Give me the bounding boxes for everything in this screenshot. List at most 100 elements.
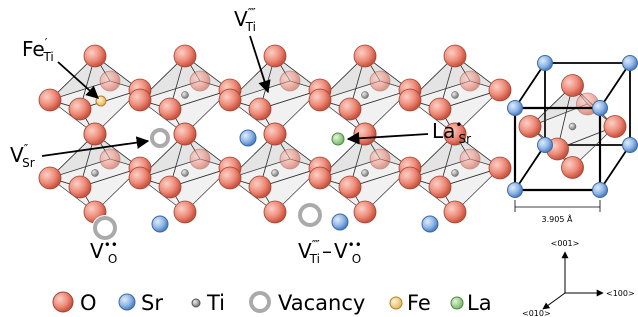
sup: •• bbox=[104, 238, 118, 252]
oxygen bbox=[69, 176, 91, 198]
axis-label: <010> bbox=[522, 309, 551, 317]
oxygen bbox=[604, 116, 626, 138]
oxygen bbox=[174, 201, 196, 223]
oxygen bbox=[264, 201, 286, 223]
oxygen bbox=[264, 45, 286, 67]
oxygen bbox=[219, 167, 241, 189]
oxygen bbox=[354, 45, 376, 67]
lanthanum bbox=[332, 133, 344, 145]
legend-label: Ti bbox=[206, 291, 225, 315]
oxygen bbox=[100, 71, 120, 91]
strontium bbox=[422, 216, 438, 232]
titanium bbox=[182, 170, 189, 177]
titanium bbox=[272, 170, 279, 177]
titanium bbox=[452, 92, 459, 99]
label-fe-ti: Fe′Ti bbox=[22, 36, 54, 64]
separator: – bbox=[322, 239, 332, 263]
diagram: Fe′Ti V⁗Ti V″Sr La•Sr V••O V⁗Ti–V••O O S… bbox=[0, 0, 638, 317]
oxygen bbox=[69, 98, 91, 120]
oxygen bbox=[429, 98, 451, 120]
sup: ″ bbox=[24, 142, 29, 156]
oxygen bbox=[129, 89, 151, 111]
sub: O bbox=[108, 252, 117, 266]
oxygen bbox=[159, 176, 181, 198]
oxygen bbox=[562, 157, 584, 179]
oxygen bbox=[562, 75, 584, 97]
lattice-parameter: 3.905 Å bbox=[542, 213, 573, 224]
label-v-sr: V″Sr bbox=[10, 142, 35, 170]
oxygen bbox=[460, 149, 480, 169]
cell-edge bbox=[515, 63, 545, 108]
sub: Ti bbox=[245, 20, 256, 34]
unit-cell bbox=[508, 56, 638, 198]
oxygen bbox=[444, 45, 466, 67]
oxygen bbox=[174, 45, 196, 67]
sup: ⁗ bbox=[312, 238, 320, 252]
titanium bbox=[362, 92, 369, 99]
sub: Ti bbox=[309, 252, 320, 266]
axis-arrow bbox=[543, 293, 565, 309]
cell-edge bbox=[515, 145, 545, 190]
strontium bbox=[593, 183, 608, 198]
oxygen bbox=[519, 116, 541, 138]
titanium bbox=[362, 170, 369, 177]
legend-swatch-la bbox=[451, 297, 463, 309]
legend: O Sr Ti Vacancy Fe La bbox=[53, 291, 492, 315]
oxygen bbox=[190, 71, 210, 91]
label-v-ti-v-o: V⁗Ti–V••O bbox=[298, 238, 362, 266]
sup: • bbox=[455, 118, 462, 132]
sup: •• bbox=[348, 238, 362, 252]
titanium bbox=[452, 170, 459, 177]
strontium bbox=[623, 138, 638, 153]
oxygen bbox=[84, 123, 106, 145]
sup: ′ bbox=[45, 36, 48, 50]
titanium bbox=[569, 123, 576, 130]
cell-edge bbox=[600, 145, 630, 190]
base: V bbox=[90, 239, 104, 263]
titanium bbox=[92, 170, 99, 177]
axes bbox=[543, 252, 603, 309]
oxygen bbox=[100, 149, 120, 169]
oxygen bbox=[280, 149, 300, 169]
oxygen bbox=[249, 98, 271, 120]
oxygen bbox=[399, 89, 421, 111]
oxygen bbox=[39, 89, 61, 111]
legend-swatch-vacancy bbox=[251, 293, 269, 311]
label-v-o: V••O bbox=[90, 238, 118, 266]
strontium bbox=[152, 216, 168, 232]
cell-edge bbox=[600, 63, 630, 108]
sub: Sr bbox=[22, 156, 35, 170]
axis-label: <001> bbox=[551, 239, 580, 248]
base: V bbox=[334, 239, 348, 263]
oxygen bbox=[370, 71, 390, 91]
strontium bbox=[538, 138, 553, 153]
oxygen bbox=[39, 167, 61, 189]
legend-label: O bbox=[80, 291, 97, 315]
legend-label: Vacancy bbox=[278, 291, 365, 315]
oxygen bbox=[489, 157, 511, 179]
oxygen bbox=[174, 123, 196, 145]
lattice bbox=[39, 45, 511, 241]
oxygen bbox=[354, 123, 376, 145]
strontium bbox=[623, 56, 638, 71]
dimension bbox=[515, 200, 600, 212]
strontium bbox=[538, 56, 553, 71]
oxygen bbox=[370, 149, 390, 169]
legend-label: Sr bbox=[141, 291, 163, 315]
legend-swatch-fe bbox=[390, 297, 402, 309]
oxygen bbox=[309, 89, 331, 111]
strontium bbox=[332, 214, 348, 230]
oxygen bbox=[309, 167, 331, 189]
strontium bbox=[593, 101, 608, 116]
oxygen bbox=[159, 98, 181, 120]
legend-label: Fe bbox=[407, 291, 431, 315]
oxygen bbox=[339, 98, 361, 120]
axis-label: <100> bbox=[606, 289, 635, 298]
strontium bbox=[240, 130, 256, 146]
base: La bbox=[432, 119, 455, 143]
legend-swatch-o bbox=[53, 292, 73, 312]
sub: Sr bbox=[458, 132, 471, 146]
oxygen bbox=[219, 89, 241, 111]
strontium bbox=[508, 101, 523, 116]
legend-label: La bbox=[467, 291, 492, 315]
